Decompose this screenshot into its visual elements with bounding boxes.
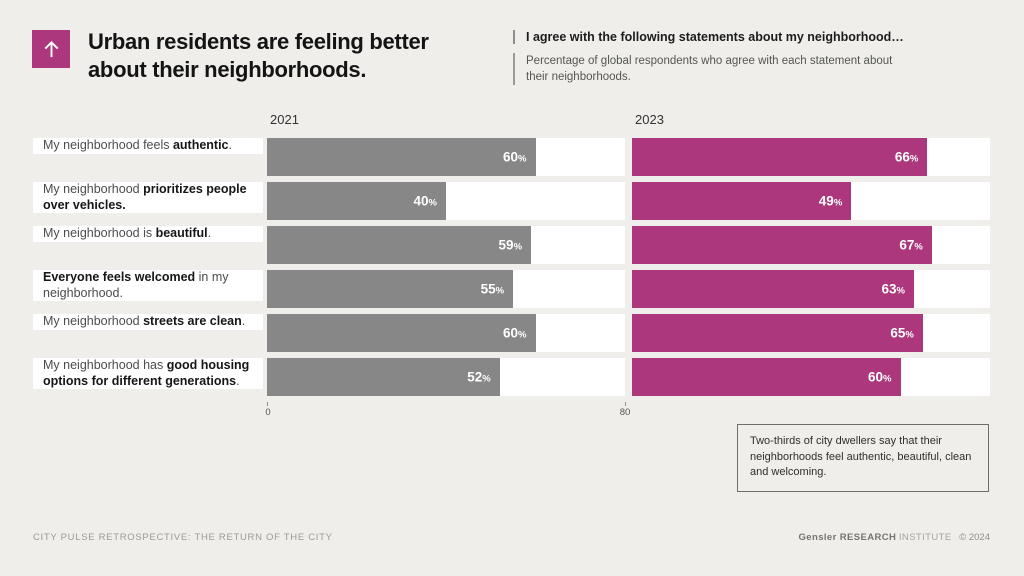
bar-2021: 40% — [267, 182, 446, 220]
annotation-box: Two-thirds of city dwellers say that the… — [737, 424, 989, 492]
footer-brand-light: INSTITUTE — [898, 532, 952, 543]
bar-value-2021: 55% — [480, 281, 505, 297]
bar-track-2021: 60% — [267, 138, 625, 176]
bar-2023: 67% — [632, 226, 932, 264]
bar-2023: 66% — [632, 138, 928, 176]
bar-value-2021: 52% — [467, 369, 491, 385]
bar-2021: 59% — [267, 226, 532, 264]
axis-tick-label-80: 80 — [619, 407, 631, 418]
column-headers: 2021 2023 — [33, 112, 990, 127]
page-title-line2: about their neighborhoods. — [88, 56, 367, 82]
bar-track-2021: 59% — [267, 226, 625, 264]
bar-2021: 55% — [267, 270, 514, 308]
axis-tick-label-0: 0 — [265, 407, 271, 418]
bar-value-2021: 59% — [498, 237, 523, 253]
column-header-2021: 2021 — [270, 112, 299, 127]
bar-2021: 52% — [267, 358, 500, 396]
statement-subtext: Percentage of global respondents who agr… — [513, 53, 894, 86]
page-title-line1: Urban residents are feeling better — [88, 29, 429, 54]
statement-heading: I agree with the following statements ab… — [513, 30, 904, 44]
row-label: My neighborhood has good housing options… — [33, 358, 263, 390]
chart-row: My neighborhood feels authentic. 60% 66% — [33, 138, 990, 176]
bar-track-2021: 40% — [267, 182, 625, 220]
chart-row: Everyone feels welcomed in my neighborho… — [33, 270, 990, 308]
footer-report-title: CITY PULSE RETROSPECTIVE: THE RETURN OF … — [33, 532, 333, 543]
bar-2021: 60% — [267, 138, 536, 176]
chart-rows: My neighborhood feels authentic. 60% 66%… — [33, 138, 990, 396]
bar-track-2023: 65% — [632, 314, 990, 352]
bar-value-2023: 49% — [818, 193, 843, 209]
footer-brand: Gensler RESEARCH INSTITUTE © 2024 — [799, 532, 990, 543]
bar-value-2021: 40% — [413, 193, 437, 209]
bar-track-2023: 63% — [632, 270, 990, 308]
bar-value-2023: 66% — [894, 149, 919, 165]
bar-2023: 49% — [632, 182, 852, 220]
bar-track-2021: 52% — [267, 358, 625, 396]
row-label: My neighborhood is beautiful. — [33, 226, 263, 242]
row-label: My neighborhood feels authentic. — [33, 138, 263, 154]
x-axis: 0 80 — [33, 402, 990, 420]
chart-row: My neighborhood has good housing options… — [33, 358, 990, 396]
bar-track-2023: 66% — [632, 138, 990, 176]
footer-brand-bold: Gensler RESEARCH — [798, 532, 897, 543]
chart-row: My neighborhood prioritizes people over … — [33, 182, 990, 220]
bar-2021: 60% — [267, 314, 536, 352]
chart-row: My neighborhood streets are clean. 60% 6… — [33, 314, 990, 352]
row-label: My neighborhood streets are clean. — [33, 314, 263, 330]
row-label: My neighborhood prioritizes people over … — [33, 182, 263, 214]
bar-value-2021: 60% — [503, 325, 527, 341]
row-label: Everyone feels welcomed in my neighborho… — [33, 270, 263, 302]
arrow-up-glyph — [44, 40, 58, 57]
footer-copyright: © 2024 — [959, 532, 990, 543]
bar-track-2021: 60% — [267, 314, 625, 352]
bar-value-2023: 60% — [868, 369, 892, 385]
bar-2023: 60% — [632, 358, 901, 396]
axis-tick-80 — [625, 402, 626, 406]
bar-track-2023: 49% — [632, 182, 990, 220]
bar-2023: 65% — [632, 314, 923, 352]
bar-value-2023: 65% — [890, 325, 914, 341]
bar-track-2023: 60% — [632, 358, 990, 396]
statement-block: I agree with the following statements ab… — [513, 30, 904, 86]
bar-value-2023: 63% — [881, 281, 905, 297]
bar-track-2021: 55% — [267, 270, 625, 308]
bar-chart: 2021 2023 My neighborhood feels authenti… — [33, 112, 990, 420]
bar-value-2023: 67% — [899, 237, 923, 253]
bar-track-2023: 67% — [632, 226, 990, 264]
page-title: Urban residents are feeling better about… — [88, 28, 429, 83]
arrow-up-icon — [32, 30, 70, 68]
axis-tick-0 — [267, 402, 268, 406]
bar-2023: 63% — [632, 270, 914, 308]
column-header-2023: 2023 — [635, 112, 664, 127]
bar-value-2021: 60% — [503, 149, 527, 165]
chart-row: My neighborhood is beautiful. 59% 67% — [33, 226, 990, 264]
